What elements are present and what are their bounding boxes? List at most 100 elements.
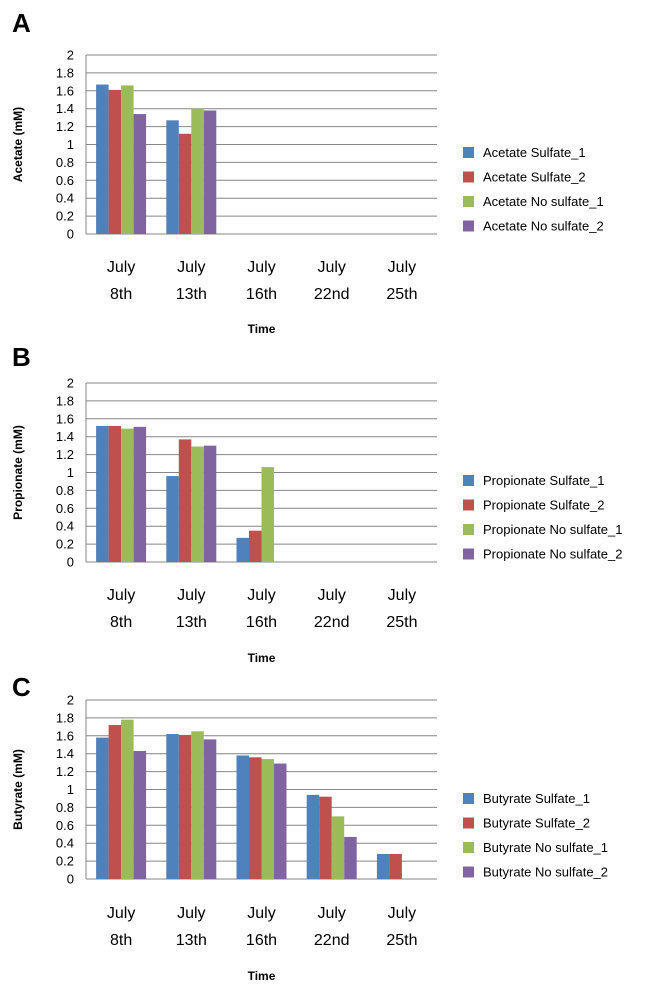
x-tick-label: July	[388, 905, 416, 922]
legend-swatch	[463, 220, 474, 232]
y-tick-label: 1.4	[56, 746, 74, 761]
y-tick-label: 0.2	[56, 209, 74, 224]
bar	[274, 763, 287, 879]
bar	[249, 757, 262, 879]
y-tick-label: 0.6	[56, 818, 74, 833]
legend-label: Butyrate Sulfate_1	[483, 791, 590, 806]
y-tick-label: 1.6	[56, 728, 74, 743]
x-tick-label: July	[388, 259, 416, 276]
y-axis-title: Acetate (mM)	[11, 107, 25, 182]
x-tick-label: 13th	[176, 614, 207, 631]
y-tick-label: 0.6	[56, 173, 74, 188]
x-tick-label: July	[107, 587, 135, 604]
bar	[331, 816, 345, 879]
panel-letter-c: C	[12, 672, 31, 702]
bar	[108, 89, 122, 234]
x-tick-label: 25th	[386, 932, 417, 949]
bar	[306, 794, 320, 879]
legend-swatch	[463, 524, 474, 535]
x-tick-label: July	[177, 905, 205, 922]
x-tick-label: July	[247, 905, 275, 922]
bar	[249, 530, 262, 562]
x-tick-label: 16th	[246, 614, 277, 631]
legend-label: Butyrate No sulfate_2	[483, 865, 608, 880]
legend-label: Acetate Sulfate_2	[483, 170, 586, 185]
x-tick-label: 16th	[246, 286, 277, 303]
legend-swatch	[463, 866, 474, 878]
y-tick-label: 1.2	[56, 764, 74, 779]
bar	[108, 725, 122, 879]
bar	[376, 853, 390, 879]
y-tick-label: 1.6	[56, 411, 74, 426]
y-tick-label: 0.4	[56, 191, 74, 206]
bar	[166, 120, 179, 234]
x-tick-label: 13th	[176, 932, 207, 949]
x-tick-label: July	[317, 905, 345, 922]
panel-letter-b: B	[12, 342, 31, 372]
legend-label: Propionate No sulfate_1	[483, 522, 622, 537]
bar	[389, 853, 402, 879]
x-tick-label: 8th	[110, 614, 132, 631]
bar	[344, 836, 357, 879]
bar	[191, 108, 204, 234]
x-tick-label: 22nd	[314, 614, 350, 631]
legend-label: Propionate Sulfate_1	[483, 473, 604, 488]
y-axis-title: Butyrate (mM)	[11, 749, 25, 830]
y-tick-label: 0	[67, 872, 74, 887]
legend-label: Butyrate No sulfate_1	[483, 840, 608, 855]
bar	[236, 537, 249, 562]
bar	[133, 114, 147, 234]
x-tick-label: July	[177, 259, 205, 276]
y-tick-label: 0	[67, 227, 74, 242]
bar	[261, 759, 274, 879]
y-tick-label: 0.2	[56, 854, 74, 869]
y-tick-label: 0.4	[56, 836, 74, 851]
legend-swatch	[463, 842, 474, 853]
x-tick-label: July	[388, 587, 416, 604]
y-tick-label: 0.6	[56, 501, 74, 516]
bar	[166, 476, 179, 562]
x-tick-label: July	[247, 259, 275, 276]
legend-swatch	[463, 147, 474, 158]
legend-label: Acetate Sulfate_1	[483, 145, 586, 160]
x-tick-label: 16th	[246, 932, 277, 949]
x-tick-label: 25th	[386, 286, 417, 303]
legend-label: Acetate No sulfate_1	[483, 194, 604, 209]
legend-label: Butyrate Sulfate_2	[483, 816, 590, 831]
y-tick-label: 1.2	[56, 119, 74, 134]
legend-swatch	[463, 548, 474, 560]
y-tick-label: 1.4	[56, 429, 74, 444]
legend-swatch	[463, 793, 474, 804]
y-tick-label: 1.8	[56, 710, 74, 725]
y-tick-label: 0.8	[56, 800, 74, 815]
y-tick-label: 1.6	[56, 83, 74, 98]
x-axis-title: Time	[248, 969, 276, 983]
x-tick-label: July	[317, 587, 345, 604]
y-tick-label: 1.8	[56, 65, 74, 80]
bar	[203, 445, 217, 562]
y-tick-label: 1	[67, 137, 74, 152]
legend-swatch	[463, 817, 474, 829]
x-axis-title: Time	[248, 322, 276, 336]
x-tick-label: July	[317, 259, 345, 276]
bar	[191, 446, 204, 562]
bar	[96, 84, 109, 234]
bar	[178, 133, 192, 234]
x-tick-label: 22nd	[314, 932, 350, 949]
x-tick-label: 8th	[110, 286, 132, 303]
bar	[319, 796, 332, 879]
legend-swatch	[463, 171, 474, 183]
bar	[178, 734, 192, 879]
legend-label: Acetate No sulfate_2	[483, 219, 604, 234]
bar	[203, 739, 217, 879]
y-tick-label: 0.4	[56, 519, 74, 534]
y-tick-label: 0.8	[56, 155, 74, 170]
y-tick-label: 2	[67, 376, 74, 391]
y-tick-label: 1.2	[56, 447, 74, 462]
bar	[133, 426, 147, 562]
bar	[236, 755, 249, 879]
bar	[96, 737, 109, 879]
y-tick-label: 1	[67, 465, 74, 480]
x-tick-label: July	[247, 587, 275, 604]
